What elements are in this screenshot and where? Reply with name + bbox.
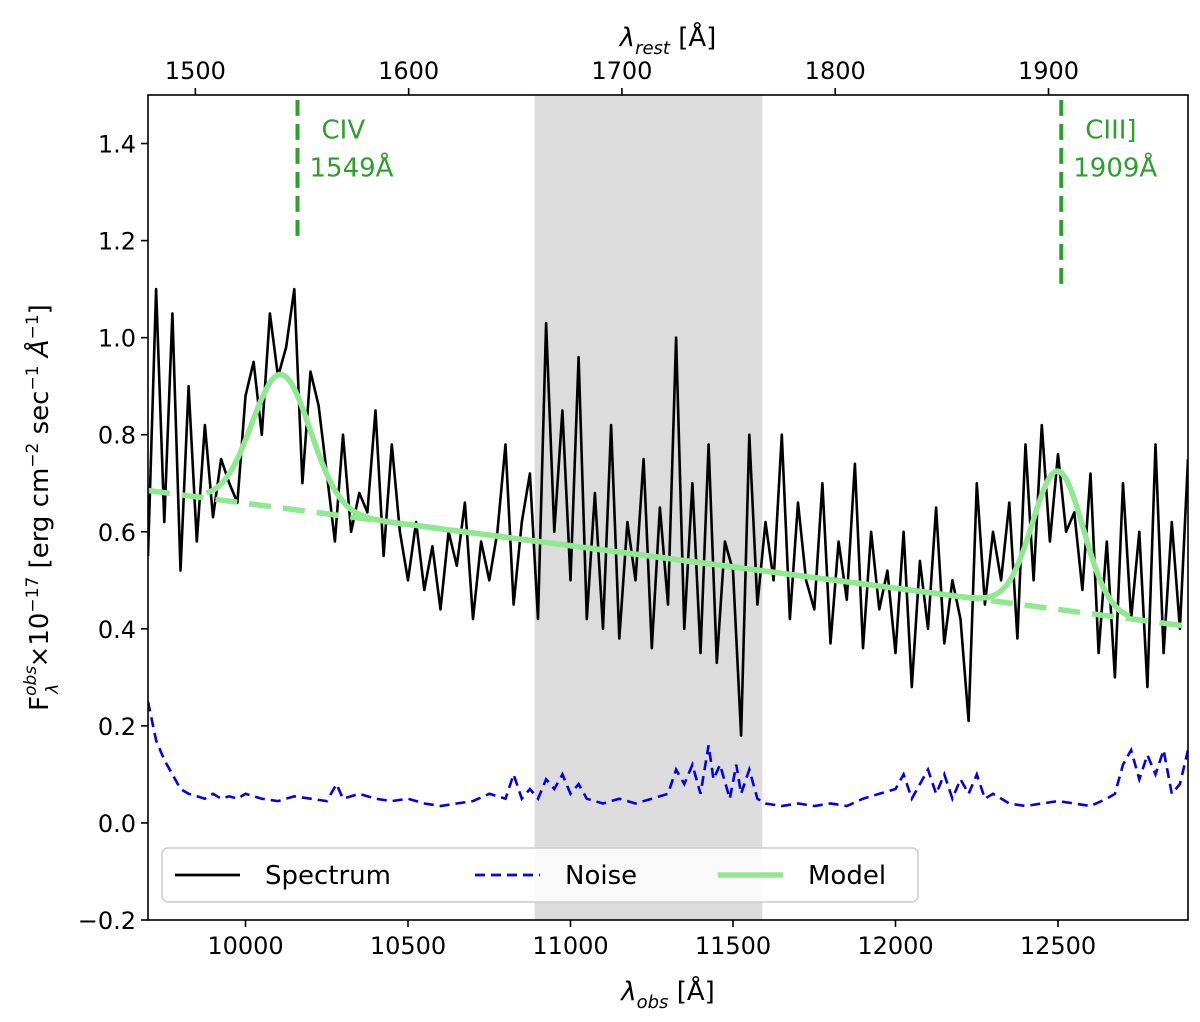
emission-line-wavelength-1: 1909Å <box>1073 152 1157 184</box>
x2-axis-title-sub: rest <box>635 38 671 59</box>
emission-line-name-0: CIV <box>322 116 366 146</box>
plot-area: CIV 1549Å CIII] 1909Å <box>148 95 1188 920</box>
y-tick-label-1: 0.0 <box>98 810 136 838</box>
y-axis-title-part-5: [erg cm <box>25 468 55 577</box>
y-axis-title-part-2: λ <box>43 684 63 695</box>
x2-tick-label-1: 1600 <box>378 57 439 85</box>
x2-tick-label-0: 1500 <box>165 57 226 85</box>
y-axis-title: Fobs λ ×10−17 [erg cm−2 sec−1 Å−1] <box>21 304 63 711</box>
x-tick-label-0: 10000 <box>207 932 283 960</box>
y-axis-title-part-1: obs <box>21 666 41 696</box>
x-axis-title-unit: [Å] <box>668 975 714 1007</box>
y-tick-label-6: 1.0 <box>98 325 136 353</box>
y-axis-title-part-3: ×10 <box>25 613 55 676</box>
y-tick-label-0: −0.2 <box>78 907 136 935</box>
x-tick-label-2: 11000 <box>532 932 608 960</box>
x-tick-label-1: 10500 <box>370 932 446 960</box>
y-tick-label-5: 0.8 <box>98 422 136 450</box>
x-axis-title-lambda: λ <box>619 977 636 1007</box>
series-model-line <box>205 371 1131 619</box>
axis-titles: λobs [Å]λrest [Å]Fobs λ ×10−17 [erg cm−2 … <box>21 21 716 1013</box>
legend: Spectrum Noise Model <box>161 847 919 903</box>
legend-label-spectrum: Spectrum <box>265 861 391 891</box>
x-tick-label-5: 12500 <box>1020 932 1096 960</box>
y-tick-label-4: 0.6 <box>98 519 136 547</box>
y-axis-title-part-0: F <box>25 696 55 711</box>
legend-label-noise: Noise <box>565 861 637 891</box>
x2-axis-title: λrest [Å] <box>618 21 717 59</box>
x-tick-label-3: 11500 <box>695 932 771 960</box>
y-axis-title-part-7: sec <box>25 391 55 443</box>
x-axis-title: λobs [Å] <box>619 975 715 1013</box>
y-tick-label-3: 0.4 <box>98 616 136 644</box>
y-axis-title-part-11: ] <box>25 304 55 314</box>
x2-tick-label-3: 1800 <box>805 57 866 85</box>
y-tick-label-7: 1.2 <box>98 228 136 256</box>
shaded-region <box>534 95 763 920</box>
x2-tick-label-2: 1700 <box>591 57 652 85</box>
x-axis-title-sub: obs <box>637 992 669 1013</box>
y-tick-label-2: 0.2 <box>98 713 136 741</box>
series-spectrum-line <box>148 287 1188 737</box>
y-axis-title-part-6: −2 <box>23 443 43 468</box>
plot-clipped <box>148 95 1188 920</box>
y-tick-label-8: 1.4 <box>98 131 136 159</box>
y-axis-title-part-4: −17 <box>23 577 43 613</box>
x2-tick-label-4: 1900 <box>1018 57 1079 85</box>
plot-frame <box>147 94 1189 921</box>
axes: 10000 10500 11000 11500 12000 12500 1500 1600 17… <box>78 57 1189 960</box>
x2-axis-title-unit: [Å] <box>670 21 716 53</box>
y-axis-title-part-10: −1 <box>23 314 43 339</box>
legend-label-model: Model <box>808 861 886 891</box>
y-axis-title-part-8: −1 <box>23 365 43 390</box>
series-noise-line <box>148 701 1188 808</box>
emission-line-name-1: CIII] <box>1085 116 1136 146</box>
y-axis-title-part-9: Å <box>23 339 55 365</box>
x-tick-label-4: 12000 <box>857 932 933 960</box>
x2-axis-title-lambda: λ <box>618 23 635 53</box>
emission-line-wavelength-0: 1549Å <box>310 152 394 184</box>
